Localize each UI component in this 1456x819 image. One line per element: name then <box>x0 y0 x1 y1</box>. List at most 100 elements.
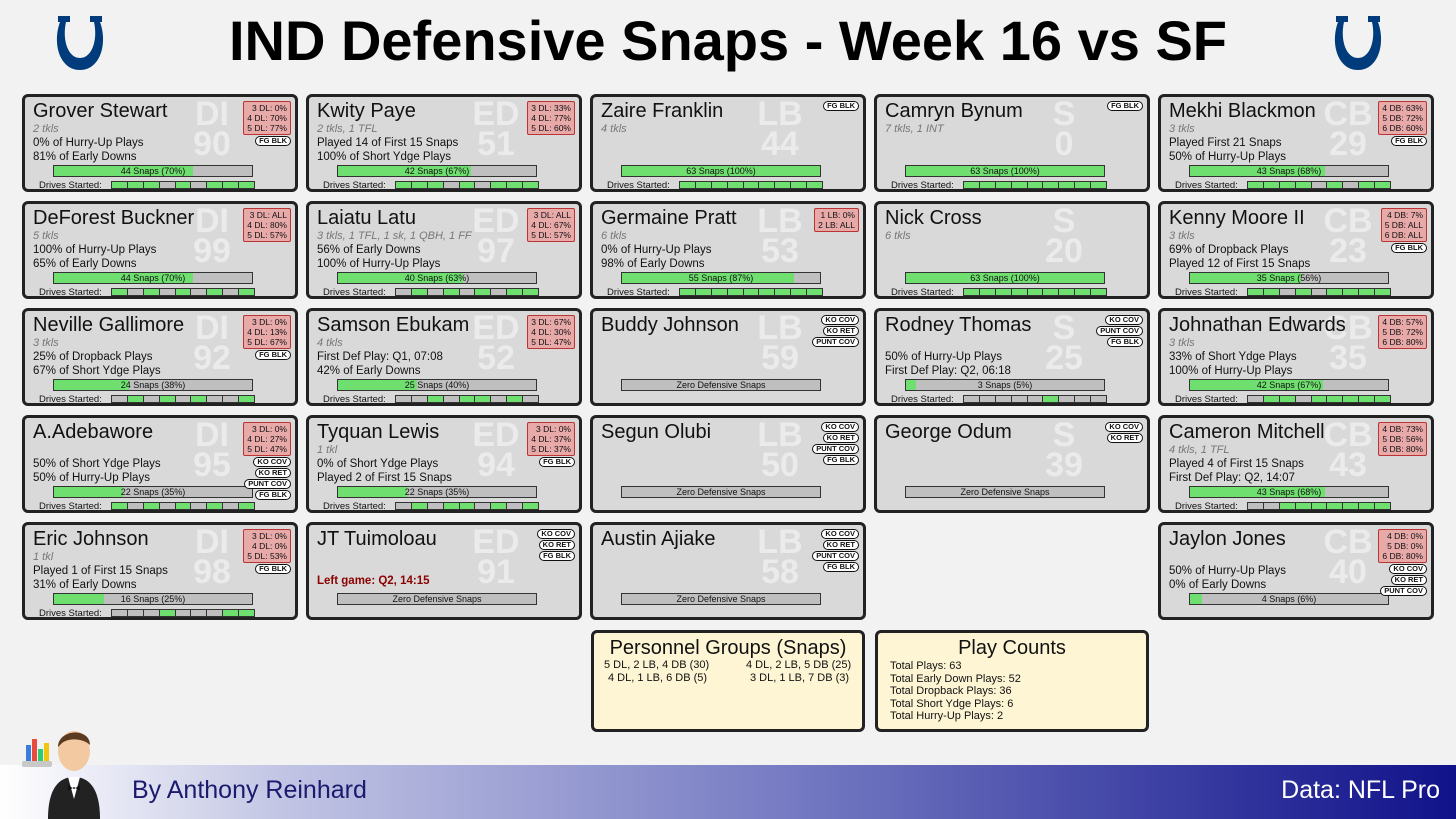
player-card: DI 95 A.Adebawore 50% of Short Ydge Plays 50… <box>22 415 298 513</box>
snap-bar: 3 Snaps (5%) <box>905 379 1105 391</box>
note-line: 67% of Short Ydge Plays <box>33 365 161 377</box>
player-stats: 4 tkls <box>601 123 627 135</box>
drives-label: Drives Started: <box>1175 501 1238 512</box>
position-abbr: ED <box>472 202 520 240</box>
package-percentages: 3 DL: 0% 4 DL: 13% 5 DL: 67% <box>243 315 291 349</box>
drive-segment <box>112 182 128 188</box>
snap-bar-fill <box>338 273 463 283</box>
drives-label: Drives Started: <box>39 180 102 191</box>
position-abbr: CB <box>1323 416 1373 454</box>
package-line: 5 DB: 56% <box>1382 434 1423 444</box>
horseshoe-logo-right <box>1334 16 1382 70</box>
position-watermark: DI 99 <box>187 204 237 268</box>
drives-track <box>111 181 255 189</box>
snap-count: 35 Snaps (56%) <box>1256 273 1322 283</box>
drives-track <box>679 288 823 296</box>
snap-bar: 16 Snaps (25%) <box>53 593 253 605</box>
snap-bar: 43 Snaps (68%) <box>1189 165 1389 177</box>
position-abbr: ED <box>472 95 520 133</box>
drive-segment <box>1091 396 1107 402</box>
drive-segment <box>1091 289 1107 295</box>
drive-segment <box>711 289 728 295</box>
player-card: DI 98 Eric Johnson 1 tkl Played 1 of First 1… <box>22 522 298 620</box>
note-line: Played 4 of First 15 Snaps <box>1169 458 1304 470</box>
snap-bar: 24 Snaps (38%) <box>53 379 253 391</box>
drive-segment <box>396 182 412 188</box>
drive-segment <box>411 396 428 402</box>
package-line: 5 DL: 37% <box>531 444 571 454</box>
drives-track <box>963 395 1107 403</box>
snap-count: Zero Defensive Snaps <box>676 594 766 604</box>
position-watermark: DI 90 <box>187 97 237 161</box>
position-abbr: CB <box>1323 95 1373 133</box>
package-line: 3 DL: 0% <box>252 317 287 327</box>
drive-segment <box>1263 396 1280 402</box>
package-percentages: 4 DB: 73% 5 DB: 56% 6 DB: 80% <box>1378 422 1427 456</box>
package-line: 4 DL: 80% <box>247 220 287 230</box>
drive-segment <box>459 503 476 509</box>
special-teams-tags: KO COV KO RET PUNT COV FG BLK <box>812 422 859 465</box>
position-abbr: DI <box>195 309 229 347</box>
drive-segment <box>191 610 208 616</box>
player-card: CB 23 Kenny Moore II 3 tkls 69% of Dropback … <box>1158 201 1434 299</box>
special-teams-tag: KO COV <box>821 315 859 325</box>
jersey-number: 43 <box>1329 446 1367 484</box>
snap-count: Zero Defensive Snaps <box>960 487 1050 497</box>
drives-track <box>111 395 255 403</box>
special-teams-tag: FG BLK <box>539 457 575 467</box>
position-watermark: LB 53 <box>755 204 805 268</box>
player-stats: 6 tkls <box>601 230 627 242</box>
drive-segment <box>239 289 255 295</box>
drive-segment <box>979 396 996 402</box>
drive-segment <box>1043 182 1060 188</box>
drive-segment <box>979 182 996 188</box>
player-card: ED 94 Tyquan Lewis 1 tkl 0% of Short Ydge Pl… <box>306 415 582 513</box>
snap-bar-fill <box>622 273 795 283</box>
package-line: 4 DL: 77% <box>531 113 571 123</box>
drive-segment <box>759 182 776 188</box>
drive-segment <box>427 396 444 402</box>
drives-track <box>1247 395 1391 403</box>
jersey-number: 97 <box>477 232 515 270</box>
drive-segment <box>743 289 760 295</box>
player-name: Mekhi Blackmon <box>1169 100 1316 122</box>
position-watermark: LB 44 <box>755 97 805 161</box>
position-watermark: ED 52 <box>471 311 521 375</box>
player-card: S 39 George Odum Zero Defensive Snaps KO COV… <box>874 415 1150 513</box>
player-card: DI 92 Neville Gallimore 3 tkls 25% of Dropba… <box>22 308 298 406</box>
position-abbr: DI <box>195 523 229 561</box>
player-card: DI 99 DeForest Buckner 5 tkls 100% of Hurry-… <box>22 201 298 299</box>
snap-bar: Zero Defensive Snaps <box>905 486 1105 498</box>
package-percentages: 4 DB: 63% 5 DB: 72% 6 DB: 60% <box>1378 101 1427 135</box>
note-line: First Def Play: Q2, 14:07 <box>1169 472 1295 484</box>
player-name: Cameron Mitchell <box>1169 421 1325 443</box>
special-teams-tag: KO COV <box>253 457 291 467</box>
play-count-item: Total Hurry-Up Plays: 2 <box>890 710 1004 722</box>
note-line: 100% of Hurry-Up Plays <box>33 244 157 256</box>
note-line: 100% of Hurry-Up Plays <box>317 258 441 270</box>
snap-bar: 35 Snaps (56%) <box>1189 272 1389 284</box>
drive-segment <box>207 182 224 188</box>
play-count-item: Total Short Ydge Plays: 6 <box>890 697 1014 710</box>
note-line: 65% of Early Downs <box>33 258 137 270</box>
drive-segment <box>711 182 728 188</box>
snap-count: Zero Defensive Snaps <box>676 487 766 497</box>
drive-segment <box>191 396 208 402</box>
package-line: 4 DL: 13% <box>247 327 287 337</box>
jersey-number: 0 <box>1054 125 1074 163</box>
package-line: 5 DL: 57% <box>247 230 287 240</box>
jersey-number: 23 <box>1329 232 1367 270</box>
drive-segment <box>443 396 460 402</box>
drives-track <box>111 288 255 296</box>
package-line: 4 DL: 30% <box>531 327 571 337</box>
position-abbr: DI <box>195 416 229 454</box>
drive-segment <box>143 503 160 509</box>
personnel-item: 4 DL, 2 LB, 5 DB (25) <box>746 659 852 671</box>
note-line: Played 14 of First 15 Snaps <box>317 137 459 149</box>
snap-bar-fill <box>54 166 193 176</box>
snap-bar-fill <box>54 273 193 283</box>
special-teams-tag: KO RET <box>822 433 859 443</box>
note-line: First Def Play: Q1, 07:08 <box>317 351 443 363</box>
drive-segment <box>427 289 444 295</box>
package-line: 6 DB: 80% <box>1382 337 1423 347</box>
